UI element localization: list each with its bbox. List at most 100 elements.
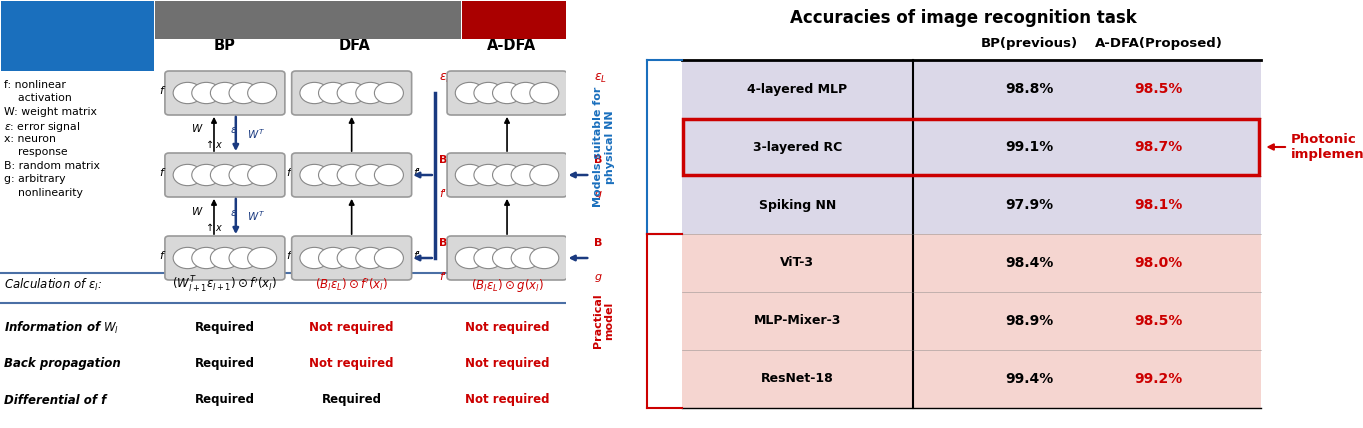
Circle shape bbox=[229, 164, 258, 186]
Circle shape bbox=[192, 82, 221, 104]
Text: B: B bbox=[439, 155, 447, 165]
Circle shape bbox=[173, 82, 202, 104]
Circle shape bbox=[173, 247, 202, 269]
Circle shape bbox=[455, 82, 484, 104]
Text: 98.5%: 98.5% bbox=[1134, 314, 1183, 328]
Text: $\varepsilon$: $\varepsilon$ bbox=[230, 125, 239, 135]
Text: f': f' bbox=[286, 251, 293, 261]
Text: B: B bbox=[594, 238, 602, 248]
Text: BP: BP bbox=[214, 38, 236, 53]
Text: Accuracies of image recognition task: Accuracies of image recognition task bbox=[791, 9, 1137, 27]
Circle shape bbox=[511, 82, 540, 104]
Circle shape bbox=[455, 164, 484, 186]
Circle shape bbox=[300, 82, 328, 104]
Text: response: response bbox=[4, 147, 68, 157]
Circle shape bbox=[530, 82, 559, 104]
Text: 3-layered RC: 3-layered RC bbox=[752, 140, 842, 154]
Text: Not required: Not required bbox=[465, 357, 549, 369]
Bar bbox=[682, 60, 1261, 118]
Text: Information of $W_l$: Information of $W_l$ bbox=[4, 320, 120, 336]
Text: MLP-Mixer-3: MLP-Mixer-3 bbox=[754, 315, 841, 327]
Circle shape bbox=[375, 247, 403, 269]
Text: $\varepsilon_L$: $\varepsilon_L$ bbox=[594, 72, 608, 85]
Text: A-DFA(Proposed): A-DFA(Proposed) bbox=[1094, 36, 1223, 50]
Circle shape bbox=[210, 164, 240, 186]
Text: 98.4%: 98.4% bbox=[1005, 256, 1054, 270]
Text: Not required: Not required bbox=[309, 321, 394, 335]
Text: B: B bbox=[439, 238, 447, 248]
Circle shape bbox=[229, 82, 258, 104]
Text: $\uparrow x$: $\uparrow x$ bbox=[204, 220, 225, 232]
Circle shape bbox=[492, 164, 522, 186]
Circle shape bbox=[248, 247, 277, 269]
Text: BP(previous): BP(previous) bbox=[980, 36, 1078, 50]
Text: $\varepsilon$: error signal: $\varepsilon$: error signal bbox=[4, 120, 80, 134]
Circle shape bbox=[319, 82, 348, 104]
Text: g: g bbox=[594, 189, 601, 199]
Circle shape bbox=[192, 164, 221, 186]
Bar bbox=[682, 350, 1261, 408]
Text: Spiking NN: Spiking NN bbox=[759, 199, 836, 211]
FancyBboxPatch shape bbox=[165, 153, 285, 197]
Text: Update rule:: Update rule: bbox=[37, 14, 119, 27]
Circle shape bbox=[173, 164, 202, 186]
Text: 98.5%: 98.5% bbox=[1134, 82, 1183, 96]
Bar bbox=[682, 176, 1261, 234]
Circle shape bbox=[337, 247, 367, 269]
Text: f': f' bbox=[413, 168, 420, 178]
Text: Photonic
implementation: Photonic implementation bbox=[1269, 133, 1363, 161]
FancyBboxPatch shape bbox=[447, 153, 567, 197]
FancyBboxPatch shape bbox=[292, 153, 412, 197]
Text: f': f' bbox=[439, 272, 446, 282]
Text: ViT-3: ViT-3 bbox=[781, 256, 814, 270]
Text: Not required: Not required bbox=[465, 393, 549, 407]
Circle shape bbox=[375, 82, 403, 104]
Text: 98.9%: 98.9% bbox=[1005, 314, 1054, 328]
Bar bbox=[682, 118, 1261, 176]
Text: f: f bbox=[159, 251, 164, 261]
Bar bbox=[682, 292, 1261, 350]
Text: nonlinearity: nonlinearity bbox=[4, 187, 83, 197]
Circle shape bbox=[229, 247, 258, 269]
Circle shape bbox=[337, 164, 367, 186]
Text: $\uparrow x$: $\uparrow x$ bbox=[204, 138, 225, 150]
Circle shape bbox=[530, 247, 559, 269]
Circle shape bbox=[530, 164, 559, 186]
Circle shape bbox=[319, 164, 348, 186]
Text: Proposed: Proposed bbox=[478, 14, 549, 27]
Text: $(W^T_{l+1}\varepsilon_{l+1}) \odot f'(x_l)$: $(W^T_{l+1}\varepsilon_{l+1}) \odot f'(x… bbox=[172, 275, 278, 295]
Text: f': f' bbox=[413, 251, 420, 261]
Circle shape bbox=[455, 247, 484, 269]
Circle shape bbox=[356, 247, 384, 269]
Text: 99.2%: 99.2% bbox=[1134, 372, 1183, 386]
Text: f': f' bbox=[439, 189, 446, 199]
Circle shape bbox=[210, 82, 240, 104]
FancyBboxPatch shape bbox=[1, 1, 154, 71]
Text: Differential of f: Differential of f bbox=[4, 393, 106, 407]
Text: $W^T$: $W^T$ bbox=[247, 127, 264, 141]
Circle shape bbox=[356, 164, 384, 186]
Circle shape bbox=[474, 164, 503, 186]
Circle shape bbox=[474, 247, 503, 269]
Text: Required: Required bbox=[195, 357, 255, 369]
Text: Not required: Not required bbox=[309, 357, 394, 369]
Circle shape bbox=[511, 164, 540, 186]
Text: 99.4%: 99.4% bbox=[1005, 372, 1054, 386]
Circle shape bbox=[375, 164, 403, 186]
Text: DFA: DFA bbox=[338, 38, 371, 53]
Text: W: weight matrix: W: weight matrix bbox=[4, 107, 97, 117]
Circle shape bbox=[337, 82, 367, 104]
Text: f: f bbox=[159, 168, 164, 178]
Text: g: arbitrary: g: arbitrary bbox=[4, 174, 65, 184]
Text: $\varepsilon_L$: $\varepsilon_L$ bbox=[439, 72, 453, 85]
Circle shape bbox=[474, 82, 503, 104]
FancyBboxPatch shape bbox=[155, 1, 461, 39]
Text: f: nonlinear: f: nonlinear bbox=[4, 80, 65, 90]
Text: Models suitable for
physical NN: Models suitable for physical NN bbox=[593, 87, 615, 207]
Text: 98.1%: 98.1% bbox=[1134, 198, 1183, 212]
Text: $(B_l\varepsilon_L) \odot g(x_l)$: $(B_l\varepsilon_L) \odot g(x_l)$ bbox=[470, 276, 544, 294]
Text: 98.0%: 98.0% bbox=[1134, 256, 1183, 270]
FancyBboxPatch shape bbox=[447, 71, 567, 115]
Circle shape bbox=[356, 82, 384, 104]
Circle shape bbox=[492, 247, 522, 269]
